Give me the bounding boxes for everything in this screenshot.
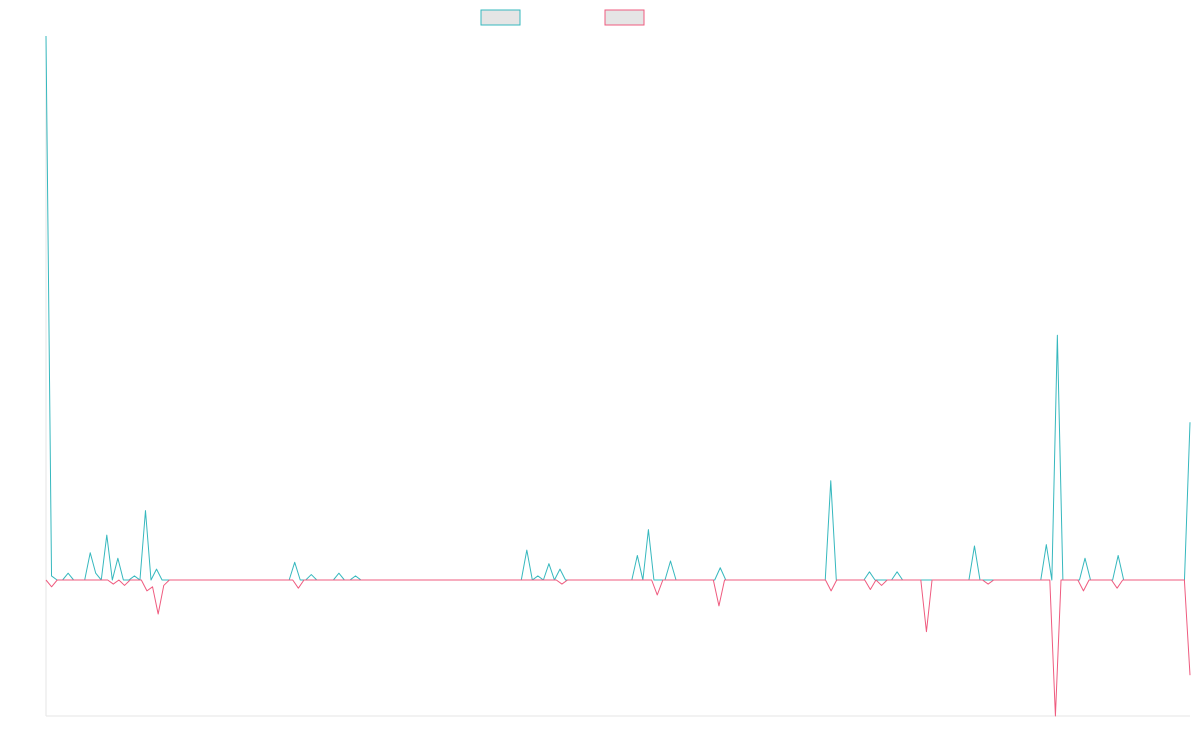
plot-area	[45, 35, 1191, 717]
series-line-1	[45, 35, 1191, 581]
legend[interactable]	[480, 9, 645, 26]
legend-swatch-series-1[interactable]	[480, 9, 521, 26]
series-line-2	[45, 579, 1191, 717]
legend-swatch-series-2[interactable]	[604, 9, 645, 26]
axes	[45, 36, 1190, 717]
